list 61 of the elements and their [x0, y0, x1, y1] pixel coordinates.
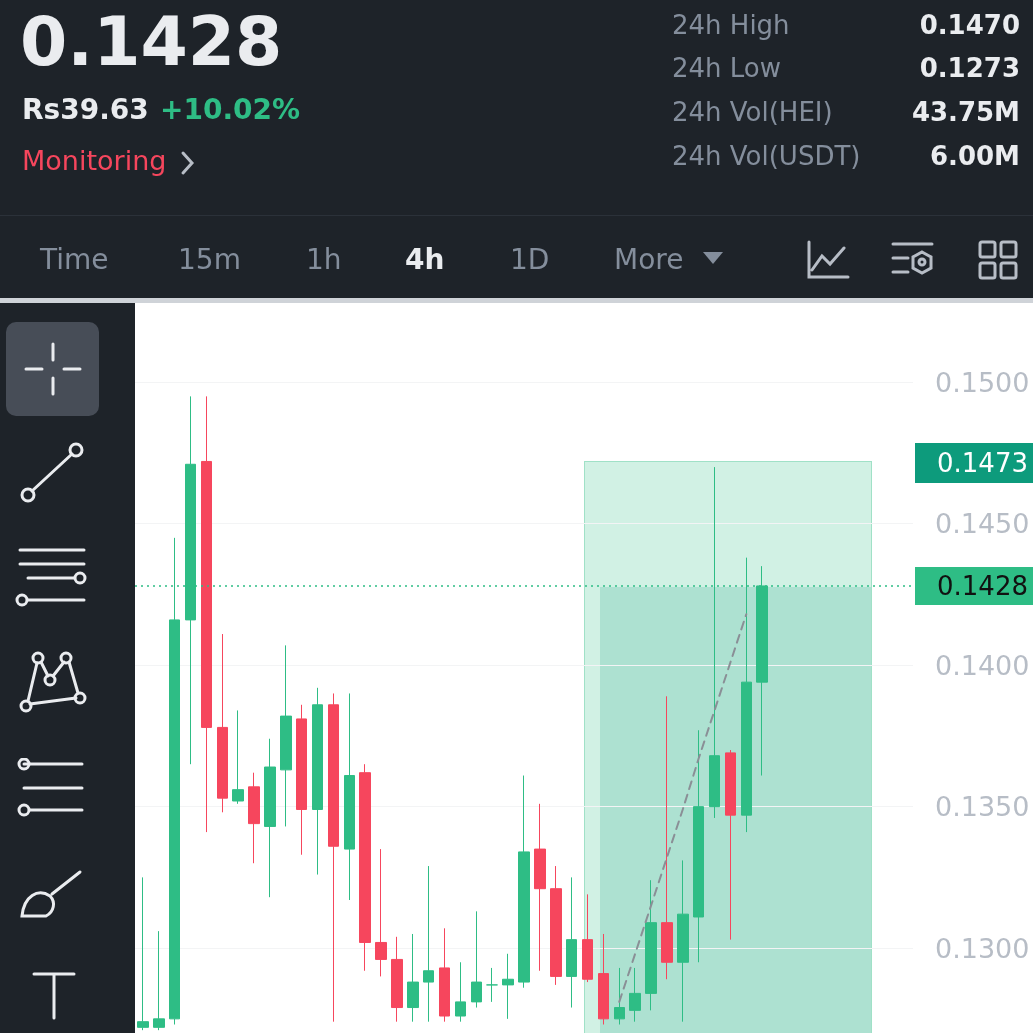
candlestick [296, 704, 307, 856]
text: 0.1470 [919, 10, 1020, 40]
candlestick [629, 967, 641, 1023]
y-tick-label: 0.1350 [935, 791, 1030, 823]
line-series [618, 613, 748, 1003]
candlestick [534, 803, 546, 972]
y-tick-label: 0.1300 [935, 932, 1030, 964]
candlestick [328, 692, 339, 1023]
candlestick [391, 936, 403, 1023]
candlestick [550, 865, 562, 986]
candlestick [248, 772, 260, 864]
text: 4h [405, 243, 445, 276]
text: More [614, 243, 684, 276]
candlestick [312, 687, 323, 876]
y-tick-label: 0.1500 [935, 366, 1030, 398]
chart-title: 0.1428 [20, 2, 283, 81]
candlestick [439, 927, 450, 1023]
candlestick [455, 961, 466, 1023]
candlestick [232, 709, 244, 805]
text: Time [40, 243, 109, 276]
text: Monitoring [22, 145, 167, 176]
candlestick [423, 865, 434, 1023]
text: 6.00M [929, 141, 1020, 171]
text: 24h Vol(USDT) [672, 141, 861, 171]
text: 1D [510, 243, 550, 276]
candlestick [375, 848, 387, 977]
candlestick [502, 953, 514, 1020]
candlestick [661, 695, 673, 980]
chart-subtitle: Rs39.63 [22, 93, 149, 126]
candlestick [693, 729, 704, 963]
text: 24h Vol(HEI) [672, 97, 833, 127]
y-tick-label: 0.1450 [935, 508, 1030, 540]
candlestick [344, 692, 355, 901]
text: 1h [306, 243, 342, 276]
candlestick [471, 910, 482, 1009]
candlestick [264, 738, 276, 898]
y-tick-label: 0.1400 [935, 649, 1030, 681]
candlestick [518, 775, 530, 989]
candlestick [598, 933, 609, 1026]
text: 0.1473 [915, 443, 1033, 483]
candlestick [280, 644, 292, 827]
ref-line-label: 0.1428 [937, 570, 1028, 601]
text: 15m [178, 243, 241, 276]
candlestick [201, 395, 212, 833]
text: 24h Low [672, 53, 782, 83]
candlestick [645, 879, 657, 1011]
candlestick [725, 749, 736, 941]
text: 0.1273 [919, 53, 1020, 83]
candlestick [217, 633, 228, 813]
text: 43.75M [911, 97, 1020, 127]
candlestick [359, 763, 371, 972]
candlestick [407, 933, 419, 1023]
candlestick [153, 930, 165, 1031]
candlestick [566, 876, 577, 1009]
candlestick [677, 859, 689, 1023]
candlestick [137, 876, 149, 1031]
candlestick [486, 967, 498, 1003]
text: 24h High [672, 10, 790, 40]
text: +10.02% [160, 93, 301, 126]
candlestick [614, 967, 625, 1026]
candlestick [582, 893, 593, 983]
